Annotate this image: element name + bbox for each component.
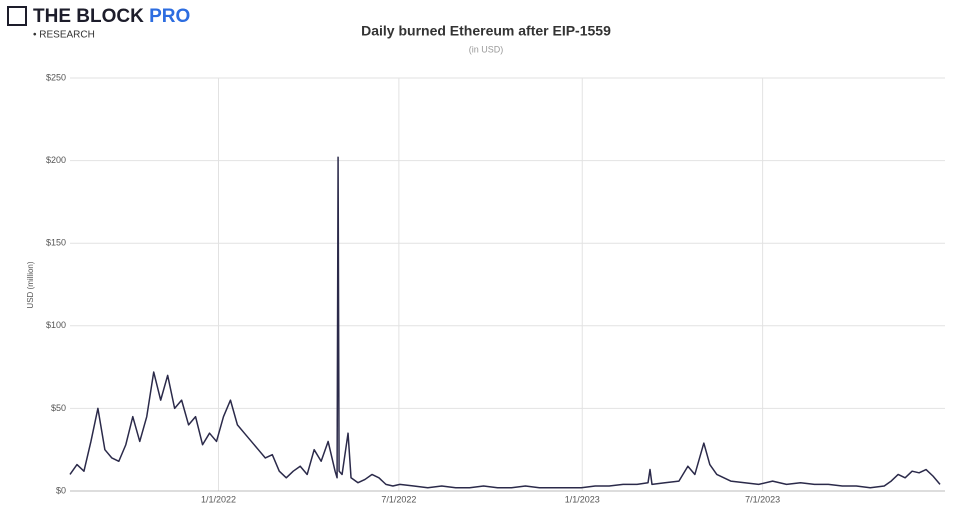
logo-icon (7, 6, 27, 26)
x-tick-label: 1/1/2022 (201, 494, 236, 504)
y-tick-label: $200 (46, 155, 66, 165)
y-tick-label: $100 (46, 320, 66, 330)
x-tick-label: 7/1/2023 (745, 494, 780, 504)
y-tick-label: $50 (51, 403, 66, 413)
chart-title: Daily burned Ethereum after EIP-1559 (361, 23, 611, 39)
y-axis-label: USD (million) (26, 261, 35, 308)
x-tick-label: 1/1/2023 (565, 494, 600, 504)
y-tick-label: $250 (46, 72, 66, 82)
brand-tier: PRO (149, 6, 190, 27)
chart-subtitle: (in USD) (469, 44, 504, 54)
y-tick-label: $0 (56, 485, 66, 495)
logo: THE BLOCK PRO • RESEARCH (7, 6, 190, 41)
brand-name: THE BLOCK (33, 6, 144, 27)
x-tick-label: 7/1/2022 (381, 494, 416, 504)
line (69, 156, 941, 489)
y-tick-label: $150 (46, 238, 66, 248)
brand: THE BLOCK PRO (33, 6, 190, 27)
brand-tagline: • RESEARCH (33, 30, 95, 41)
